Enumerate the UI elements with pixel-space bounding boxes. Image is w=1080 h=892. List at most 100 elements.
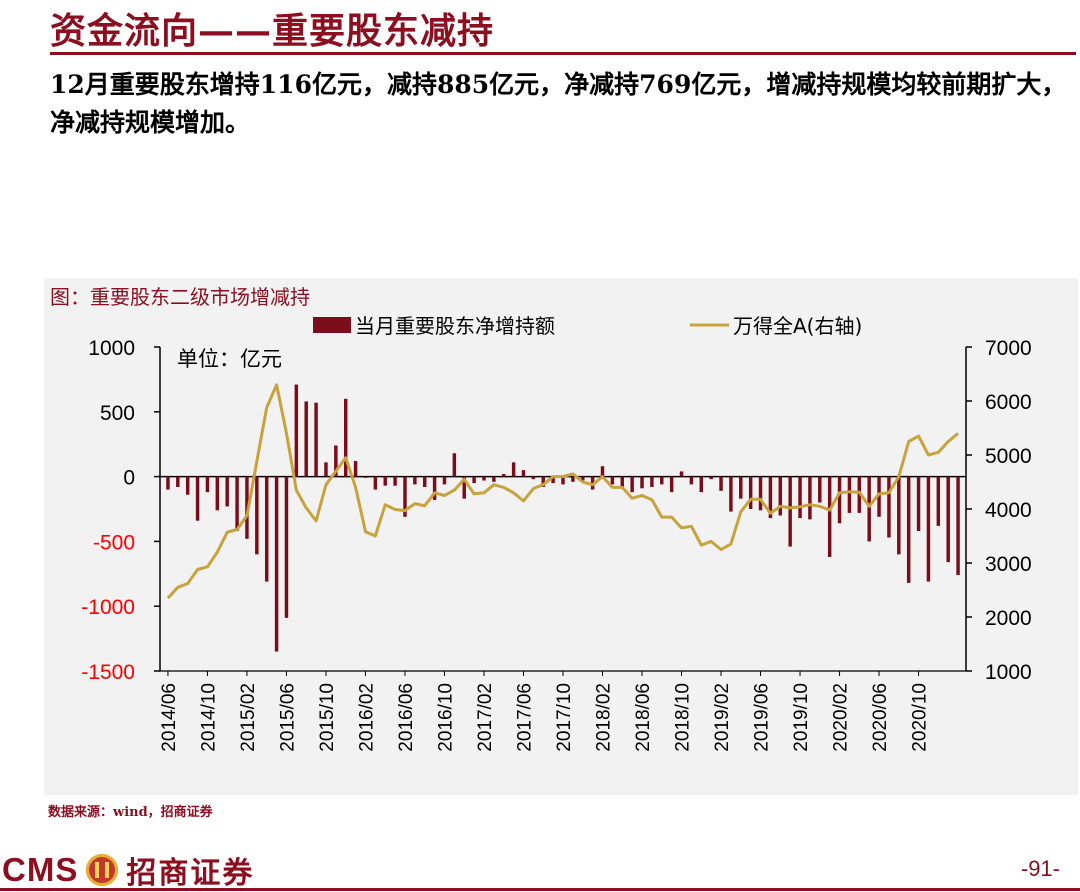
page-title: 资金流向——重要股东减持 xyxy=(50,10,495,52)
bar-net-holding xyxy=(502,474,506,477)
data-source: 数据来源：wind，招商证券 xyxy=(48,805,213,820)
x-axis-tick-label: 2020/10 xyxy=(910,683,931,752)
bar-net-holding xyxy=(561,476,565,485)
bar-net-holding xyxy=(274,476,279,652)
bar-net-holding xyxy=(748,476,753,509)
x-axis-tick-label: 2019/06 xyxy=(752,683,773,752)
bar-net-holding xyxy=(778,476,783,516)
bar-net-holding xyxy=(877,476,881,517)
title-rule xyxy=(50,52,1076,55)
left-axis-tick-label: 500 xyxy=(100,402,135,425)
logo-cms-text: CMS xyxy=(2,851,79,888)
bar-net-holding xyxy=(373,476,378,490)
bar-net-holding xyxy=(442,476,447,485)
right-axis-tick-label: 1000 xyxy=(985,661,1032,684)
bar-net-holding xyxy=(729,476,733,512)
bar-net-holding xyxy=(847,476,852,513)
bar-net-holding xyxy=(166,476,170,490)
bar-net-holding xyxy=(897,476,901,555)
bar-net-holding xyxy=(887,476,891,538)
bar-net-holding xyxy=(709,476,713,480)
bar-net-holding xyxy=(511,462,516,477)
bar-net-holding xyxy=(679,471,684,477)
bar-net-holding xyxy=(600,466,605,477)
left-axis-tick-label: -500 xyxy=(93,531,135,554)
bar-net-holding xyxy=(363,476,368,478)
right-axis-tick-label: 3000 xyxy=(985,553,1032,576)
chart-title: 图：重要股东二级市场增减持 xyxy=(50,285,310,309)
legend-bar-swatch xyxy=(313,317,351,333)
x-axis-tick-label: 2017/02 xyxy=(475,683,496,752)
bar-net-holding xyxy=(620,476,624,489)
x-axis-tick-label: 2016/06 xyxy=(396,683,417,752)
bar-net-holding xyxy=(205,476,210,493)
bar-net-holding xyxy=(452,453,457,477)
bar-net-holding xyxy=(768,476,773,519)
bar-net-holding xyxy=(818,476,822,503)
bar-net-holding xyxy=(215,476,220,511)
x-axis-tick-label: 2018/06 xyxy=(633,683,654,752)
line-wind-all-a xyxy=(166,383,960,600)
bar-net-holding xyxy=(541,476,545,487)
bar-net-holding xyxy=(492,476,496,482)
bar-net-holding xyxy=(521,470,526,477)
chart-panel xyxy=(44,278,1078,795)
x-axis-tick-label: 2020/06 xyxy=(870,683,891,752)
bar-net-holding xyxy=(393,476,397,486)
x-axis-tick-label: 2019/10 xyxy=(791,683,812,752)
bar-net-holding xyxy=(699,476,703,493)
bar-net-holding xyxy=(343,398,348,477)
bar-net-holding xyxy=(739,476,743,499)
x-axis-tick-label: 2017/06 xyxy=(514,683,535,752)
x-axis-tick-label: 2015/02 xyxy=(238,683,259,752)
right-axis-tick-label: 6000 xyxy=(985,391,1032,414)
bar-net-holding xyxy=(758,476,763,511)
bar-net-holding xyxy=(956,476,960,576)
x-axis-tick-label: 2018/10 xyxy=(673,683,694,752)
bar-net-holding xyxy=(314,402,318,477)
company-logo: CMS 招商证券 xyxy=(2,850,254,891)
bar-net-holding xyxy=(610,476,615,485)
right-axis-tick-label: 5000 xyxy=(985,445,1032,468)
bar-net-holding xyxy=(334,445,338,477)
bar-net-holding xyxy=(413,476,417,485)
bar-net-holding xyxy=(788,476,792,547)
bar-net-holding xyxy=(462,476,466,499)
x-axis-tick-label: 2017/10 xyxy=(554,683,575,752)
x-axis-tick-label: 2019/02 xyxy=(712,683,733,752)
legend-line-label: 万得全A(右轴) xyxy=(733,314,862,338)
right-axis-tick-label: 2000 xyxy=(985,607,1032,630)
bar-net-holding xyxy=(255,476,259,555)
bar-net-holding xyxy=(324,462,328,477)
bar-net-holding xyxy=(383,476,387,486)
bar-net-holding xyxy=(719,476,723,491)
bar-net-holding xyxy=(669,476,674,493)
legend-bar-label: 当月重要股东净增持额 xyxy=(355,314,555,338)
bar-net-holding xyxy=(837,476,842,524)
x-axis-tick-label: 2016/10 xyxy=(435,683,456,752)
bar-net-holding xyxy=(660,476,664,485)
bar-net-holding xyxy=(916,476,921,532)
bar-net-holding xyxy=(650,476,654,487)
bar-net-holding xyxy=(936,476,941,526)
bar-net-holding xyxy=(946,476,950,563)
left-axis-tick-label: -1500 xyxy=(81,661,135,684)
bar-net-holding xyxy=(284,476,289,618)
left-axis-tick-label: -1000 xyxy=(81,596,135,619)
bar-net-holding xyxy=(482,476,486,481)
unit-note: 单位：亿元 xyxy=(177,347,282,371)
bar-net-holding xyxy=(551,476,555,484)
bar-net-holding xyxy=(403,476,407,517)
bar-net-holding xyxy=(432,476,437,500)
bar-net-holding xyxy=(195,476,200,521)
bar-net-holding xyxy=(294,384,299,477)
page-number: -91- xyxy=(1020,856,1060,881)
bar-net-holding xyxy=(581,476,585,481)
bar-net-holding xyxy=(353,461,358,477)
x-axis-tick-label: 2016/02 xyxy=(356,683,377,752)
x-axis-tick-label: 2015/06 xyxy=(277,683,298,752)
bar-net-holding xyxy=(225,476,229,507)
left-axis-tick-label: 0 xyxy=(123,467,135,490)
x-axis-tick-label: 2014/06 xyxy=(159,683,180,752)
